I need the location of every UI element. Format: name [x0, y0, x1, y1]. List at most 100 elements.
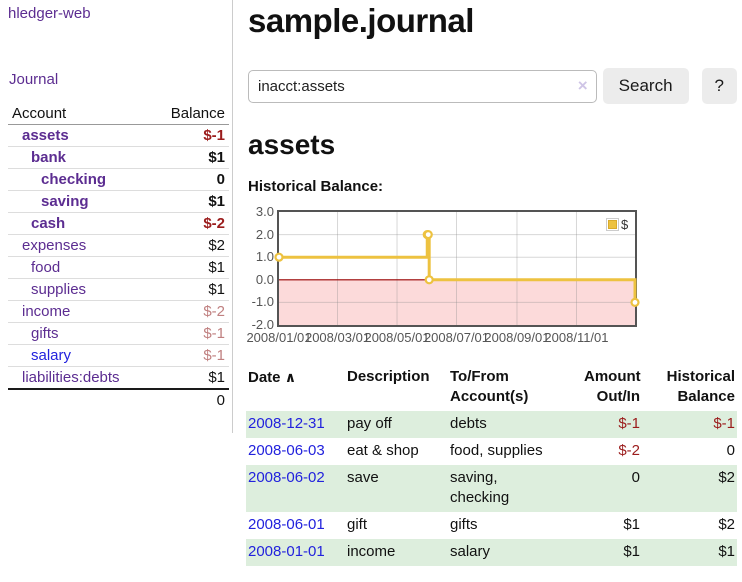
- transaction-amount: $1: [623, 543, 640, 560]
- account-link-assets[interactable]: assets: [22, 127, 69, 144]
- transaction-balance: $2: [718, 469, 735, 486]
- account-link-expenses[interactable]: expenses: [22, 237, 87, 254]
- y-axis-tick-label: 3.0: [255, 204, 274, 219]
- transaction-balance: 0: [726, 442, 735, 459]
- account-row: gifts $-1: [8, 322, 229, 345]
- search-input[interactable]: [248, 69, 597, 103]
- transaction-description: eat & shop: [347, 442, 419, 459]
- sidebar-item-journal[interactable]: Journal: [9, 71, 59, 88]
- transaction-accounts: food, supplies: [450, 442, 543, 459]
- account-balance: $-2: [151, 300, 229, 323]
- date-header-label: Date: [248, 369, 281, 386]
- accounts-total-value: 0: [151, 388, 229, 411]
- accounts-header-balance: Balance: [151, 103, 229, 125]
- account-link-salary[interactable]: salary: [31, 347, 72, 364]
- app-title-link[interactable]: hledger-web: [8, 5, 91, 22]
- main-content: sample.journal × Search ? assets Histori…: [246, 0, 737, 566]
- chart-legend: $: [606, 217, 628, 232]
- account-balance: $-2: [151, 212, 229, 235]
- chart-title: Historical Balance:: [248, 178, 384, 195]
- account-row: income $-2: [8, 300, 229, 323]
- transaction-accounts: saving, checking: [450, 469, 510, 506]
- register-table: Date ∧ Description To/From Account(s) Am…: [246, 364, 737, 566]
- account-heading: assets: [248, 129, 336, 160]
- data-point-marker: [274, 252, 284, 262]
- y-axis-tick-label: -2.0: [251, 317, 274, 332]
- help-button[interactable]: ?: [701, 68, 737, 104]
- account-link-bank[interactable]: bank: [31, 149, 67, 166]
- account-link-supplies[interactable]: supplies: [31, 281, 87, 298]
- account-balance: $1: [151, 256, 229, 279]
- page-title: sample.journal: [248, 2, 474, 39]
- transaction-description: gift: [347, 516, 368, 533]
- account-balance: $-1: [151, 322, 229, 345]
- transaction-row: 2008-06-01 gift gifts $1 $2: [246, 512, 737, 539]
- search-bar: × Search ?: [248, 68, 737, 104]
- account-balance: $1: [208, 369, 225, 386]
- account-row: supplies $1: [8, 278, 229, 301]
- data-point-marker: [423, 230, 433, 240]
- account-row: salary $-1: [8, 344, 229, 367]
- y-axis-tick-label: 1.0: [255, 249, 274, 265]
- account-link-income[interactable]: income: [22, 303, 71, 320]
- account-row: saving $1: [8, 190, 229, 213]
- account-row: bank $1: [8, 146, 229, 169]
- register-header-date[interactable]: Date ∧: [246, 364, 345, 411]
- account-link-saving[interactable]: saving: [41, 193, 89, 210]
- x-axis-tick-label: 2008/09/01: [484, 330, 550, 345]
- transaction-row: 2008-06-02 save saving, checking 0 $2: [246, 465, 737, 512]
- account-link-checking[interactable]: checking: [41, 171, 107, 188]
- register-header-balance: Historical Balance: [666, 368, 735, 405]
- account-balance: $1: [151, 190, 229, 213]
- register-header-accounts: To/From Account(s): [450, 368, 529, 405]
- search-box: ×: [248, 69, 597, 103]
- register-header-description: Description: [347, 368, 430, 385]
- clear-search-icon[interactable]: ×: [577, 75, 588, 95]
- account-link-gifts[interactable]: gifts: [31, 325, 59, 342]
- register-header-row: Date ∧ Description To/From Account(s) Am…: [246, 364, 737, 411]
- transaction-amount: $-1: [618, 415, 640, 432]
- transaction-amount: 0: [631, 469, 640, 486]
- transaction-row: 2008-01-01 income salary $1 $1: [246, 539, 737, 566]
- sidebar: hledger-web Journal Account Balance asse…: [0, 0, 233, 433]
- transaction-date-link[interactable]: 2008-06-02: [248, 469, 325, 486]
- accounts-header-row: Account Balance: [8, 103, 229, 125]
- account-row: cash $-2: [8, 212, 229, 235]
- account-link-food[interactable]: food: [31, 259, 61, 276]
- transaction-date-link[interactable]: 2008-06-01: [248, 516, 325, 533]
- account-balance: $1: [151, 146, 229, 169]
- transaction-amount: $-2: [618, 442, 640, 459]
- x-axis-tick-label: 2008/11/01: [544, 330, 609, 345]
- transaction-date-link[interactable]: 2008-06-03: [248, 442, 325, 459]
- accounts-total-row: 0: [8, 388, 229, 411]
- account-link-cash[interactable]: cash: [31, 215, 66, 232]
- account-row: expenses $2: [8, 234, 229, 257]
- search-button[interactable]: Search: [602, 68, 689, 104]
- legend-swatch-icon: [606, 218, 619, 231]
- x-axis-tick-label: 2008/01/01: [246, 330, 312, 345]
- account-row: liabilities:debts $1: [8, 367, 229, 390]
- negative-region: [279, 279, 635, 325]
- register-header-amount: Amount Out/In: [584, 368, 641, 405]
- transaction-description: pay off: [347, 415, 392, 432]
- transaction-balance: $1: [718, 543, 735, 560]
- historical-balance-chart: $ 3.0 2.0 1.0 0.0 -1.0 -2.0 2008/01/01 2008/03/…: [246, 204, 737, 351]
- x-axis-tick-label: 2008/03/01: [304, 330, 371, 345]
- x-axis-tick-label: 2008/05/01: [364, 330, 430, 345]
- account-link-liabilities-debts[interactable]: liabilities:debts: [22, 369, 120, 386]
- legend-label: $: [621, 217, 629, 232]
- account-balance: $2: [151, 234, 229, 257]
- transaction-balance: $2: [718, 516, 735, 533]
- y-axis-tick-label: 2.0: [255, 226, 274, 242]
- account-balance: $1: [151, 278, 229, 301]
- transaction-row: 2008-06-03 eat & shop food, supplies $-2…: [246, 438, 737, 465]
- y-axis-tick-label: -1.0: [251, 294, 274, 310]
- sort-ascending-icon: ∧: [284, 369, 297, 385]
- data-point-marker: [424, 275, 434, 285]
- transaction-date-link[interactable]: 2008-01-01: [248, 543, 325, 560]
- account-balance: $-1: [151, 124, 229, 147]
- transaction-date-link[interactable]: 2008-12-31: [248, 415, 325, 432]
- transaction-accounts: debts: [450, 415, 487, 432]
- transaction-accounts: gifts: [450, 516, 478, 533]
- transaction-description: save: [347, 469, 379, 486]
